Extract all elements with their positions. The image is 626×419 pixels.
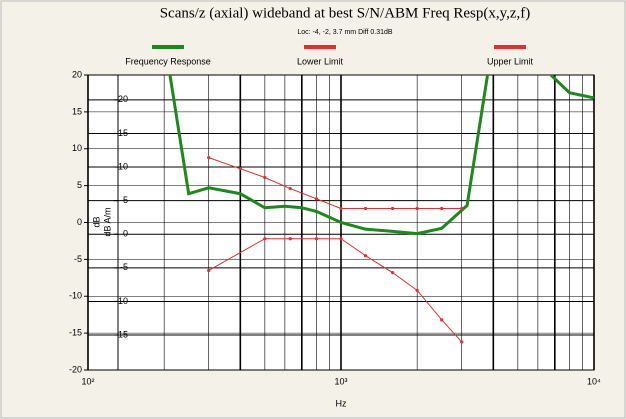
y-tick-label: -15 — [69, 328, 82, 338]
plot-layer — [168, 75, 594, 344]
legend-swatch — [304, 45, 336, 49]
x-tick-label: 10⁴ — [587, 376, 601, 386]
series-marker — [460, 340, 464, 344]
series-marker — [391, 271, 395, 275]
series-line — [208, 238, 463, 343]
y2-tick-label: -5 — [120, 262, 128, 272]
series-marker — [314, 197, 319, 201]
y2-tick-label: 5 — [123, 195, 128, 205]
series-marker — [263, 175, 267, 180]
x-tick-label: 10³ — [334, 376, 347, 386]
y2-tick-label: 20 — [118, 94, 128, 104]
y-tick-label: -10 — [69, 291, 82, 301]
x-axis-label: Hz — [336, 398, 347, 408]
series-marker — [207, 268, 211, 273]
series-marker — [363, 254, 368, 258]
legend-label: Lower Limit — [297, 56, 344, 66]
series-marker — [440, 318, 444, 322]
y-tick-label: 10 — [72, 143, 82, 153]
y-tick-label: -20 — [69, 364, 82, 374]
series-marker — [238, 167, 242, 171]
legend-swatch — [494, 45, 526, 49]
series-marker — [288, 237, 292, 241]
y-tick-label: 0 — [77, 217, 82, 227]
y-tick-label: -5 — [74, 254, 82, 264]
series-line — [168, 75, 594, 236]
legend-swatch — [152, 45, 184, 49]
series-marker — [440, 206, 444, 211]
series-marker — [288, 186, 292, 191]
y-axis-label: dB — [91, 216, 101, 227]
chart-title: Scans/z (axial) wideband at best S/N/ABM… — [160, 5, 531, 21]
series-marker — [415, 206, 419, 211]
series-marker — [263, 237, 267, 241]
y2-tick-label: -15 — [115, 329, 128, 339]
y2-tick-label: 0 — [123, 229, 128, 239]
legend-label: Upper Limit — [487, 56, 534, 66]
chart-subtitle: Loc: -4, -2, 3.7 mm Diff 0.31dB — [297, 29, 393, 36]
y2-tick-label: -10 — [115, 296, 128, 306]
legend-label: Frequency Response — [125, 56, 211, 66]
series-marker — [363, 206, 368, 211]
series-marker — [314, 237, 319, 241]
y-tick-label: 15 — [72, 106, 82, 116]
y2-tick-label: 10 — [118, 161, 128, 171]
series-marker — [415, 288, 419, 292]
series-marker — [339, 237, 343, 241]
series-marker — [391, 206, 395, 211]
series-marker — [207, 156, 211, 160]
y2-axis-label: dB A/m — [102, 207, 112, 236]
y-tick-label: 20 — [72, 69, 82, 79]
x-tick-label: 10² — [81, 376, 94, 386]
series-marker — [460, 206, 464, 211]
y-tick-label: 5 — [77, 180, 82, 190]
y2-tick-label: 15 — [118, 128, 128, 138]
series-marker — [339, 206, 343, 211]
